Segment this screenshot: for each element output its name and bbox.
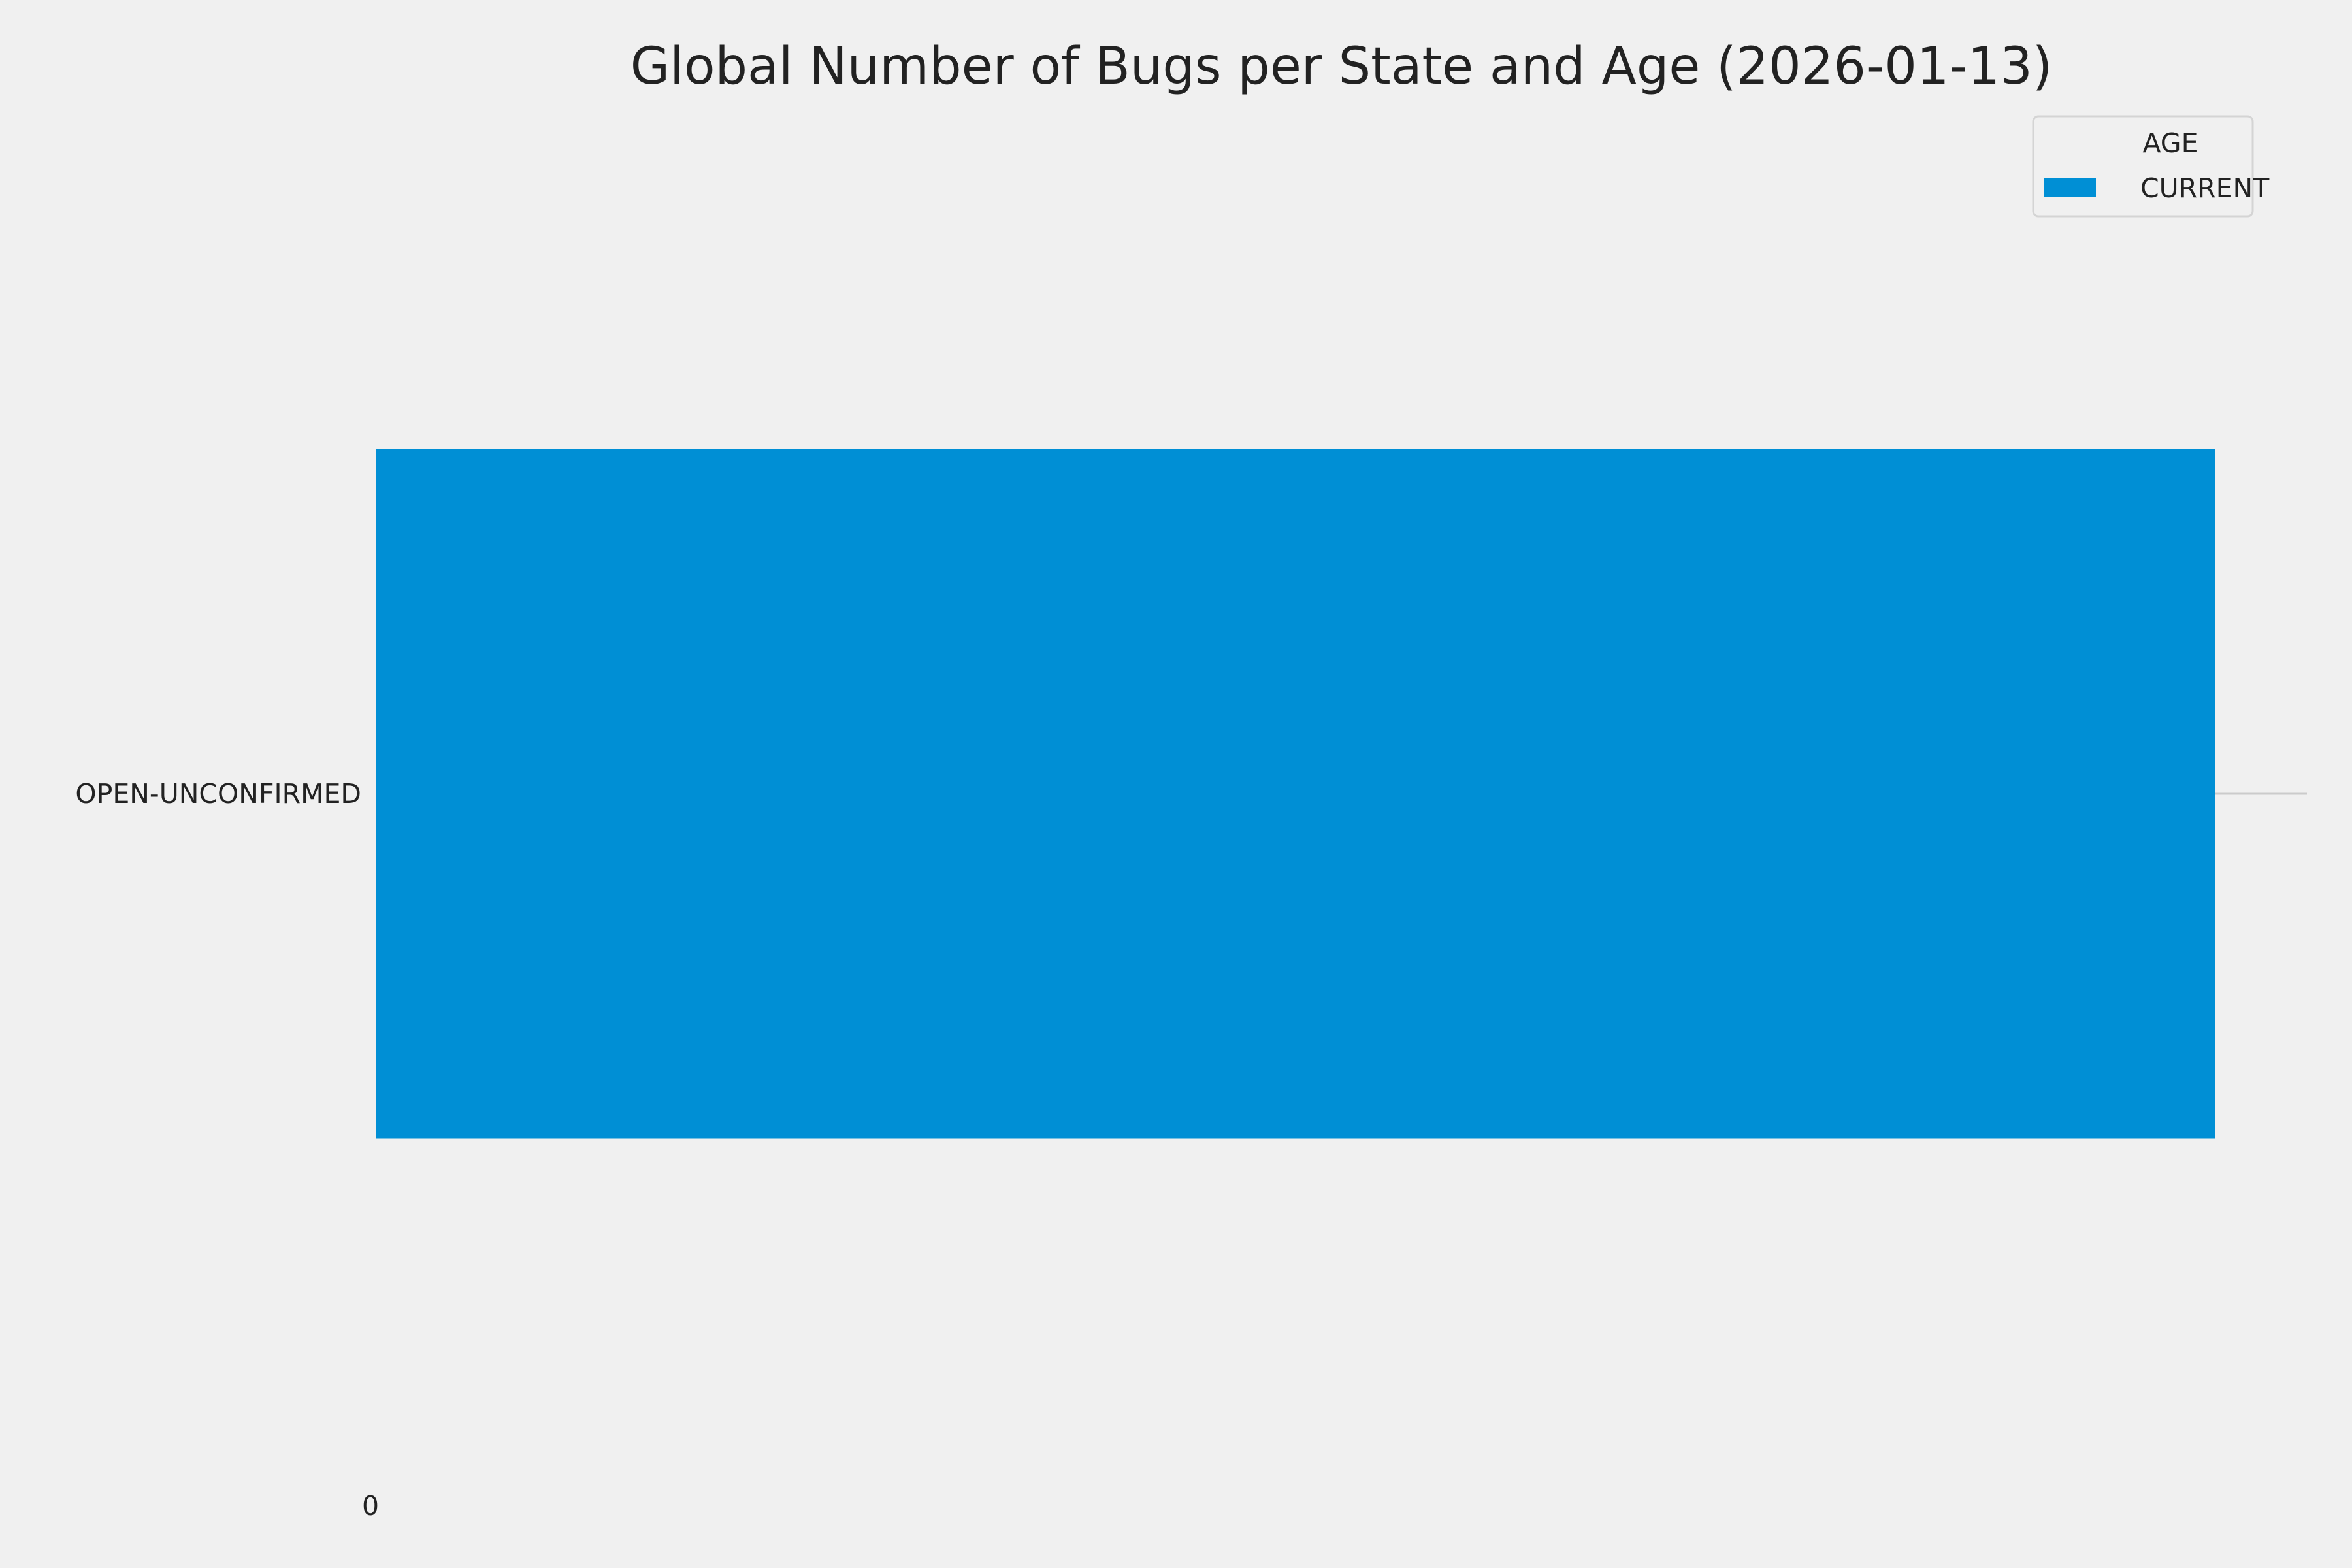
x-tick-label: 0 — [362, 1490, 379, 1522]
legend-title: AGE — [2142, 127, 2198, 159]
y-tick-label: OPEN-UNCONFIRMED — [75, 778, 361, 809]
legend-swatch-current — [2044, 178, 2096, 197]
chart-title: Global Number of Bugs per State and Age … — [630, 37, 2053, 96]
legend: AGE CURRENT — [2032, 115, 2270, 218]
y-tick-labels: OPEN-UNCONFIRMED — [75, 778, 361, 809]
bar-current-open-unconfirmed — [376, 449, 2215, 1139]
x-tick-labels: 0 — [362, 1490, 379, 1522]
legend-label-current: CURRENT — [2140, 172, 2270, 204]
bars — [376, 449, 2215, 1139]
